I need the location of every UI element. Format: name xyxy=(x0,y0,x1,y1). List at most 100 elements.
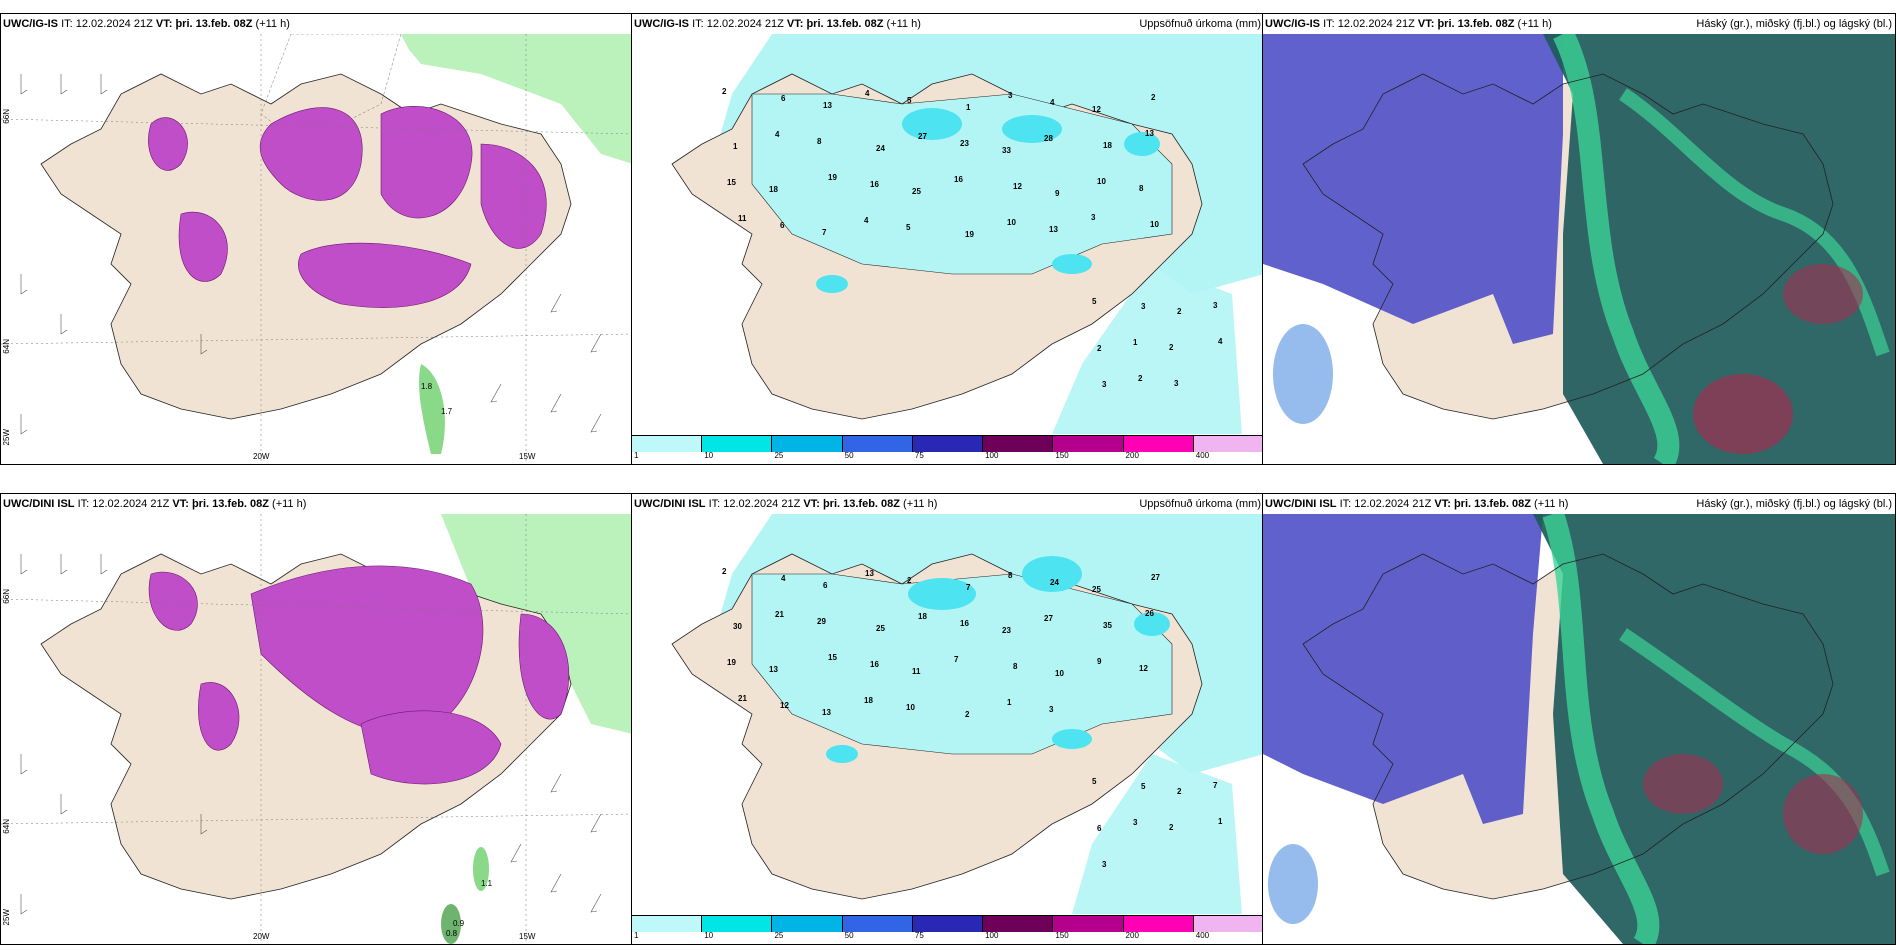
precip-value-label: 8 xyxy=(1013,662,1018,671)
wind-panel-top: UWC/IG-IS IT: 12.02.2024 21Z VT: þri. 13… xyxy=(0,13,634,465)
colorbar-swatch xyxy=(1123,436,1194,452)
precip-value-label: 18 xyxy=(864,696,873,705)
precip-value-label: 15 xyxy=(727,178,736,187)
precip-value-label: 2 xyxy=(907,576,912,585)
precip-value-label: 11 xyxy=(738,214,747,223)
colorbar-tick-label: 50 xyxy=(844,931,854,940)
it-value: 12.02.2024 21Z xyxy=(1337,18,1415,30)
precip-value-label: 18 xyxy=(1103,141,1112,150)
colorbar-tick-label: 75 xyxy=(914,451,924,460)
panel-header: UWC/IG-IS IT: 12.02.2024 21Z VT: þri. 13… xyxy=(1263,14,1895,34)
precip-value-label: 2 xyxy=(1169,343,1174,352)
precip-value-label: 6 xyxy=(780,221,785,230)
precip-value-label: 3 xyxy=(1102,380,1107,389)
vt-label: VT: xyxy=(1434,498,1451,510)
model-name: UWC/IG-IS xyxy=(1265,18,1320,30)
panel-header: UWC/IG-IS IT: 12.02.2024 21Z VT: þri. 13… xyxy=(1,14,633,34)
precip-value-label: 2 xyxy=(1097,344,1102,353)
precip-value-label: 2 xyxy=(722,87,727,96)
panel-header: UWC/DINI ISL IT: 12.02.2024 21Z VT: þri.… xyxy=(1263,494,1895,514)
precip-value-label: 6 xyxy=(781,94,786,103)
lead-time: (+11 h) xyxy=(1517,18,1552,30)
precip-value-label: 4 xyxy=(865,89,870,98)
colorbar-tick-label: 25 xyxy=(774,451,784,460)
precip-value-label: 9 xyxy=(1055,189,1060,198)
precip-value-label: 5 xyxy=(1141,782,1146,791)
it-label: IT: xyxy=(692,18,704,30)
colorbar-ticks: 1 10 25 50 75 100 150 200 400 xyxy=(632,451,1264,464)
colorbar-swatch xyxy=(772,436,843,452)
lead-time: (+11 h) xyxy=(255,18,290,30)
precip-value-label: 18 xyxy=(918,612,927,621)
precip-value-label: 3 xyxy=(1174,379,1179,388)
precip-value-label: 6 xyxy=(823,581,828,590)
cloud-map xyxy=(1263,514,1895,944)
precip-value-label: 7 xyxy=(966,583,971,592)
precip-panel-top: UWC/IG-IS IT: 12.02.2024 21Z VT: þri. 13… xyxy=(631,13,1265,465)
it-label: IT: xyxy=(61,18,73,30)
precip-value-label: 2 xyxy=(1177,787,1182,796)
precip-value-label: 29 xyxy=(817,617,826,626)
colorbar-swatch xyxy=(983,916,1054,932)
lat-label: 64N xyxy=(2,819,11,834)
it-value: 12.02.2024 21Z xyxy=(75,18,153,30)
precip-value-label: 3 xyxy=(1102,860,1107,869)
colorbar-tick-label: 1 xyxy=(634,451,639,460)
lat-label: 66N xyxy=(2,589,11,604)
precip-value-label: 1 xyxy=(733,142,738,151)
colorbar-tick-label: 150 xyxy=(1055,931,1069,940)
precip-value-label: 12 xyxy=(1013,182,1022,191)
precip-value-label: 30 xyxy=(733,622,742,631)
colorbar-tick-label: 1 xyxy=(634,931,639,940)
precip-value-label: 10 xyxy=(1007,218,1016,227)
precip-value-label: 8 xyxy=(1139,184,1144,193)
precip-value-label: 7 xyxy=(822,228,827,237)
wind-value: 0.9 xyxy=(453,919,465,928)
precip-value-label: 24 xyxy=(876,144,885,153)
precip-value-label: 5 xyxy=(1092,297,1097,306)
wind-value: 1.7 xyxy=(441,407,453,416)
precip-value-label: 25 xyxy=(1092,585,1101,594)
precip-value-label: 23 xyxy=(960,139,969,148)
model-name: UWC/DINI ISL xyxy=(3,498,75,510)
colorbar-swatch xyxy=(842,916,913,932)
vt-value: þri. 13.feb. 08Z xyxy=(1437,18,1515,30)
precip-value-label: 19 xyxy=(828,173,837,182)
colorbar-tick-label: 100 xyxy=(985,451,999,460)
precip-value-label: 21 xyxy=(738,694,747,703)
colorbar-swatch xyxy=(632,916,703,932)
precip-value-label: 1 xyxy=(1007,698,1012,707)
precip-value-label: 2 xyxy=(722,567,727,576)
lon-label: 25W xyxy=(2,429,11,446)
precip-value-label: 13 xyxy=(769,665,778,674)
precip-value-label: 4 xyxy=(775,130,780,139)
colorbar-swatch xyxy=(1123,916,1194,932)
precip-value-label: 13 xyxy=(822,708,831,717)
precip-value-label: 7 xyxy=(954,655,959,664)
it-label: IT: xyxy=(708,498,721,510)
colorbar-swatch xyxy=(912,916,984,932)
wind-map: 1.1 0.9 0.8 xyxy=(1,514,633,944)
lon-label: 20W xyxy=(253,932,270,941)
colorbar-tick-label: 400 xyxy=(1195,451,1210,460)
precip-value-label: 3 xyxy=(1141,302,1146,311)
precip-value-label: 10 xyxy=(1150,220,1159,229)
precip-value-label: 25 xyxy=(876,624,885,633)
colorbar-tick-label: 200 xyxy=(1125,451,1139,460)
precip-value-label: 1 xyxy=(1133,338,1138,347)
colorbar-swatch xyxy=(912,436,984,452)
precip-value-label: 4 xyxy=(864,216,869,225)
precip-value-label: 9 xyxy=(1097,657,1102,666)
precip-value-label: 1 xyxy=(1218,817,1223,826)
precip-value-label: 2 xyxy=(1177,307,1182,316)
lat-label: 64N xyxy=(2,339,11,354)
it-label: IT: xyxy=(77,498,90,510)
wind-panel-bottom: UWC/DINI ISL IT: 12.02.2024 21Z VT: þri.… xyxy=(0,493,634,945)
wind-value: 1.1 xyxy=(481,879,493,888)
panel-title: Háský (gr.), miðský (fj.bl.) og lágský (… xyxy=(1696,18,1892,30)
cloud-panel-bottom: UWC/DINI ISL IT: 12.02.2024 21Z VT: þri.… xyxy=(1262,493,1896,945)
precip-value-label: 28 xyxy=(1044,134,1053,143)
panel-header: UWC/DINI ISL IT: 12.02.2024 21Z VT: þri.… xyxy=(1,494,633,514)
precip-value-label: 5 xyxy=(1092,777,1097,786)
vt-value: þri. 13.feb. 08Z xyxy=(175,18,253,30)
